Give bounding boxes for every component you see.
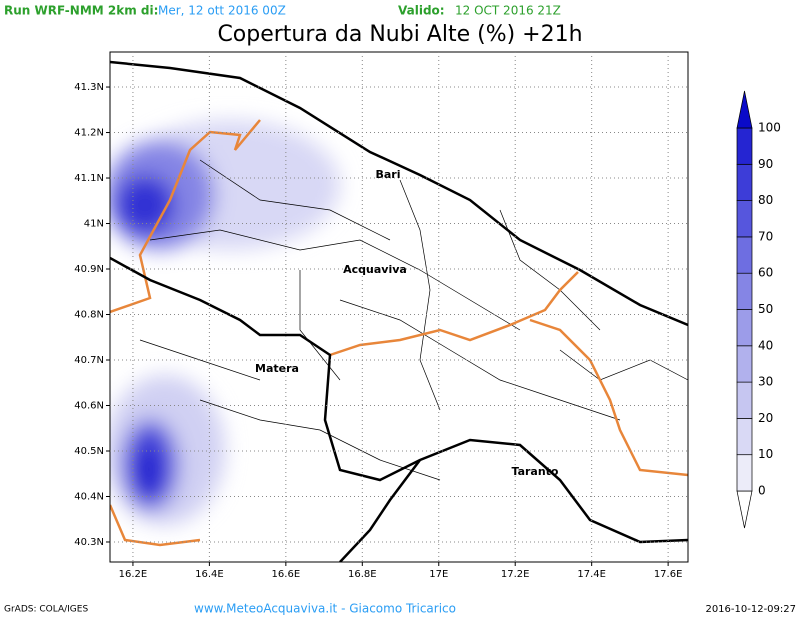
footer-right: 2016-10-12-09:27 [705,604,796,615]
colorbar-label: 40 [758,338,773,352]
y-tick-label: 41.2N [74,128,104,139]
footer-center: www.MeteoAcquaviva.it - Giacomo Tricaric… [194,602,456,616]
municipal-borders [139,159,688,481]
y-tick-label: 41.3N [74,82,104,93]
x-tick-label: 16.8E [348,569,377,580]
colorbar-segment [736,381,753,419]
y-tick-label: 40.5N [74,446,104,457]
colorbar-segment [736,272,753,310]
axes: 16.2E 16.4E 16.6E 16.8E 17E 17.2E 17.4E 17.6E 40… [74,52,688,580]
x-tick-label: 17.2E [501,569,530,580]
colorbar-segment [736,163,753,201]
colorbar-label: 0 [758,484,766,498]
colorbar-segment [736,345,753,383]
city-label: Matera [255,362,299,375]
x-tick-label: 16.4E [195,569,224,580]
colorbar-segment [736,418,753,456]
y-tick-label: 41N [84,219,104,230]
colorbar: 0 10 20 30 40 50 60 70 80 90 100 [736,90,781,529]
colorbar-label: 100 [758,121,781,135]
region-borders [110,119,688,547]
y-tick-label: 40.6N [74,400,104,411]
x-tick-label: 17.6E [654,569,683,580]
colorbar-segment [736,236,753,274]
cloud-field [110,120,340,525]
map-layer [110,60,688,562]
colorbar-label: 10 [758,447,773,461]
y-tick-label: 40.3N [74,537,104,548]
map-frame [109,51,689,563]
colorbar-segment [736,454,753,492]
colorbar-label: 70 [758,229,773,243]
colorbar-label: 20 [758,411,773,425]
y-tick-label: 40.8N [74,310,104,321]
city-label: Bari [375,168,400,181]
y-tick-label: 40.9N [74,264,104,275]
city-label: Taranto [511,465,558,478]
valid-label: Valido: [398,4,445,18]
city-label: Acquaviva [343,263,407,276]
colorbar-label: 50 [758,302,773,316]
colorbar-label: 60 [758,266,773,280]
y-tick-label: 40.4N [74,491,104,502]
colorbar-segment [736,200,753,238]
cities: Bari Acquaviva Matera Taranto [255,168,559,478]
x-tick-label: 17E [429,569,448,580]
footer-left: GrADS: COLA/IGES [4,605,88,615]
title: Copertura da Nubi Alte (%) +21h [217,22,582,47]
colorbar-low [736,490,753,529]
colorbar-label: 30 [758,375,773,389]
x-tick-label: 17.4E [577,569,606,580]
colorbar-label: 90 [758,157,773,171]
y-tick-label: 40.7N [74,355,104,366]
colorbar-segment [736,127,753,165]
y-tick-label: 41.1N [74,173,104,184]
run-date: Mer, 12 ott 2016 00Z [158,4,286,18]
x-tick-label: 16.6E [272,569,301,580]
province-borders [110,60,688,562]
colorbar-segment [736,309,753,347]
valid-date: 12 OCT 2016 21Z [455,4,561,18]
colorbar-label: 80 [758,193,773,207]
colorbar-high [736,90,753,129]
run-label: Run WRF-NMM 2km di: [4,4,158,18]
x-tick-label: 16.2E [119,569,148,580]
